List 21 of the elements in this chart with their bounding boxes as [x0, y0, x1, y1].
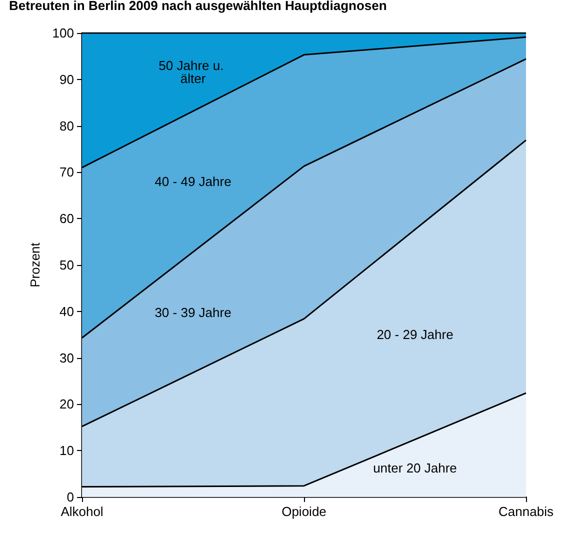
x-tick-label: Cannabis [498, 504, 554, 519]
y-tick-label: 50 [60, 258, 74, 272]
series-label: unter 20 Jahre [373, 460, 457, 476]
series-label: 30 - 39 Jahre [154, 304, 232, 320]
x-tick-label: Alkohol [60, 504, 104, 519]
y-tick-label: 70 [60, 164, 74, 180]
y-tick-label: 90 [60, 72, 74, 87]
y-axis-title: Prozent [27, 242, 42, 288]
y-tick-label: 30 [60, 350, 74, 366]
chart-title: Betreuten in Berlin 2009 nach ausgewählten Hauptdiagnosen [9, 0, 387, 13]
y-tick-label: 60 [60, 211, 74, 226]
y-tick-label: 20 [60, 396, 74, 412]
series-label: 20 - 29 Jahre [376, 326, 454, 342]
series-label: 50 Jahre u. älter [158, 58, 228, 86]
series-label: 40 - 49 Jahre [154, 174, 232, 190]
y-tick-label: 100 [52, 26, 74, 40]
y-tick-label: 0 [66, 490, 74, 504]
x-tick-label: Opioide [282, 504, 326, 519]
y-tick-label: 40 [60, 304, 74, 319]
y-tick-label: 10 [60, 443, 74, 458]
y-tick-label: 80 [60, 118, 74, 134]
